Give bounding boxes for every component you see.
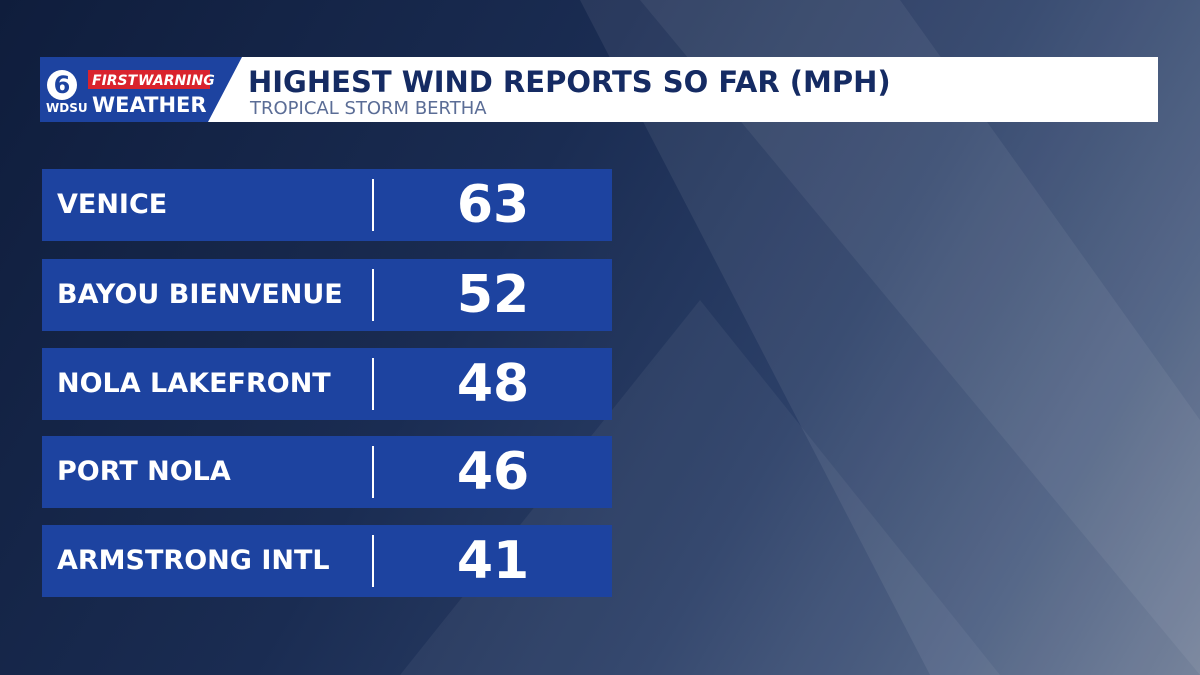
- divider: [372, 179, 374, 231]
- table-row: NOLA LAKEFRONT 48: [42, 348, 612, 420]
- location-name: NOLA LAKEFRONT: [57, 368, 331, 399]
- divider: [372, 535, 374, 587]
- divider: [372, 446, 374, 498]
- light-shape: [580, 0, 1200, 675]
- light-shape: [640, 0, 1200, 675]
- location-name: ARMSTRONG INTL: [57, 545, 330, 576]
- table-row: ARMSTRONG INTL 41: [42, 525, 612, 597]
- location-name: BAYOU BIENVENUE: [57, 279, 343, 310]
- logo-station: WDSU: [46, 101, 88, 115]
- logo-weather: WEATHER: [92, 93, 207, 117]
- wind-speed: 48: [456, 354, 530, 414]
- logo-circle: [47, 70, 77, 100]
- table-row: VENICE 63: [42, 169, 612, 241]
- table-row: PORT NOLA 46: [42, 436, 612, 508]
- wind-speed: 41: [456, 531, 530, 591]
- warning-badge: [88, 70, 210, 89]
- header-title: HIGHEST WIND REPORTS SO FAR (MPH): [248, 65, 891, 99]
- wind-speed: 52: [456, 265, 530, 325]
- location-name: PORT NOLA: [57, 456, 231, 487]
- wind-speed: 63: [456, 175, 530, 235]
- logo-channel: 6: [54, 71, 71, 99]
- divider: [372, 269, 374, 321]
- logo-first: FIRST: [92, 73, 139, 89]
- location-name: VENICE: [57, 189, 168, 220]
- table-row: BAYOU BIENVENUE 52: [42, 259, 612, 331]
- divider: [372, 358, 374, 410]
- wind-speed: 46: [456, 442, 530, 502]
- logo-warning: WARNING: [138, 73, 215, 89]
- header-subtitle: TROPICAL STORM BERTHA: [249, 98, 487, 119]
